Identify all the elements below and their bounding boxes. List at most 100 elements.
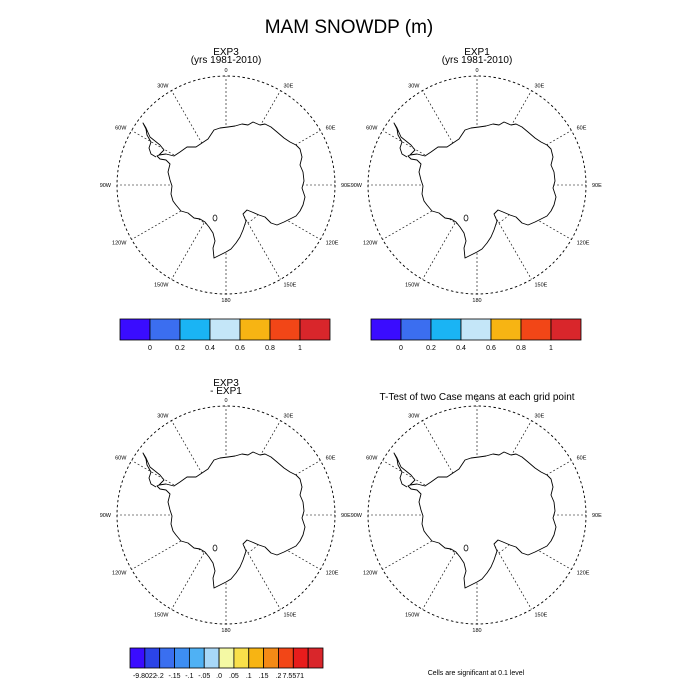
longitude-label: 120W xyxy=(363,241,378,247)
longitude-label: 90W xyxy=(100,513,112,519)
longitude-label: 60W xyxy=(115,126,127,132)
longitude-label: 30E xyxy=(535,83,545,89)
colorbar-label: 0 xyxy=(399,345,403,352)
colorbar-label: 0.4 xyxy=(205,345,215,352)
colorbar-swatch xyxy=(180,319,210,340)
colorbar-swatch xyxy=(308,648,323,668)
longitude-label: 0 xyxy=(224,398,227,404)
map-panels: EXP3(yrs 1981-2010)030E60E90E120E150E180… xyxy=(100,47,602,634)
map-panel-exp3: EXP3(yrs 1981-2010) 0 30E 60E 90E 120E 150E 180… xyxy=(100,47,351,304)
colorbar-label: -.1 xyxy=(185,673,193,680)
longitude-label: 120E xyxy=(326,241,339,247)
longitude-label: 90E xyxy=(592,183,602,189)
colorbar-label: .05 xyxy=(229,673,239,680)
colorbar-swatch xyxy=(371,319,401,340)
panel-subtitle: - EXP1 xyxy=(210,386,242,397)
longitude-label: 60E xyxy=(577,456,587,462)
colorbar-label: -9.8022 xyxy=(133,673,157,680)
colorbar-label: 0.8 xyxy=(516,345,526,352)
colorbar-label: 0.2 xyxy=(175,345,185,352)
longitude-label: 0 xyxy=(475,68,478,74)
colorbar-swatch xyxy=(551,319,581,340)
colorbar-swatch xyxy=(278,648,293,668)
longitude-label: 90E xyxy=(341,183,351,189)
longitude-label: 30E xyxy=(284,413,294,419)
longitude-label: 180 xyxy=(221,298,230,304)
longitude-label: 60W xyxy=(366,126,378,132)
colorbar-label: .0 xyxy=(216,673,222,680)
longitude-label: 150E xyxy=(535,613,548,619)
colorbar-swatch xyxy=(120,319,150,340)
longitude-label: 150W xyxy=(405,283,420,289)
colorbar-swatch xyxy=(401,319,431,340)
longitude-label: 120E xyxy=(326,571,339,577)
longitude-label: 180 xyxy=(472,298,481,304)
panel-subtitle: (yrs 1981-2010) xyxy=(442,55,513,66)
longitude-label: 150E xyxy=(284,613,297,619)
longitude-label: 90E xyxy=(341,513,351,519)
longitude-label: 60E xyxy=(326,456,336,462)
colorbar-swatch xyxy=(521,319,551,340)
longitude-label: 150E xyxy=(284,283,297,289)
colorbar-swatch xyxy=(130,648,145,668)
longitude-label: 30E xyxy=(535,413,545,419)
longitude-label: 0 xyxy=(475,398,478,404)
colorbar-label: 0.6 xyxy=(235,345,245,352)
longitude-label: 60W xyxy=(366,456,378,462)
antarctic-peninsula xyxy=(394,123,415,157)
map-panel-exp1: EXP1(yrs 1981-2010) 0 30E 60E 90E 120E 150E 180… xyxy=(351,47,602,304)
antarctica-coastline xyxy=(157,452,305,588)
longitude-label: 150W xyxy=(154,613,169,619)
colorbar-label: .15 xyxy=(259,673,269,680)
longitude-label: 30W xyxy=(408,83,420,89)
antarctica-coastline xyxy=(408,452,556,588)
longitude-label: 90W xyxy=(351,513,363,519)
longitude-label: 180 xyxy=(221,628,230,634)
colorbar-label: 1 xyxy=(549,345,553,352)
colorbar-label: 0.2 xyxy=(426,345,436,352)
colorbar-swatch xyxy=(175,648,190,668)
antarctic-peninsula xyxy=(394,453,415,487)
colorbar-label: 0.4 xyxy=(456,345,466,352)
longitude-label: 30W xyxy=(157,83,169,89)
significance-note: Cells are significant at 0.1 level xyxy=(428,670,525,677)
colorbar-swatch xyxy=(293,648,308,668)
longitude-label: 120E xyxy=(577,241,590,247)
colorbar-swatch xyxy=(249,648,264,668)
antarctica-coastline xyxy=(157,122,305,258)
colorbar-label: 0 xyxy=(148,345,152,352)
longitude-label: 120W xyxy=(363,571,378,577)
longitude-label: 60E xyxy=(577,126,587,132)
longitude-label: 150W xyxy=(154,283,169,289)
panel-subtitle: (yrs 1981-2010) xyxy=(191,55,262,66)
colorbar-swatch xyxy=(461,319,491,340)
colorbar-swatch xyxy=(264,648,279,668)
longitude-label: 120W xyxy=(112,571,127,577)
map-panel-ttest: T-Test of two Case means at each grid po… xyxy=(351,392,602,634)
colorbar-swatch xyxy=(204,648,219,668)
colorbar-swatch xyxy=(431,319,461,340)
longitude-label: 90E xyxy=(592,513,602,519)
colorbar-label: .1 xyxy=(246,673,252,680)
longitude-label: 30W xyxy=(408,413,420,419)
colorbar-label: 0.6 xyxy=(486,345,496,352)
colorbar-swatch xyxy=(219,648,234,668)
longitude-label: 60W xyxy=(115,456,127,462)
antarctic-peninsula xyxy=(143,123,164,157)
colorbar-label: -.2 xyxy=(156,673,164,680)
longitude-label: 150E xyxy=(535,283,548,289)
longitude-label: 30W xyxy=(157,413,169,419)
longitude-label: 30E xyxy=(284,83,294,89)
colorbar-swatch xyxy=(210,319,240,340)
longitude-label: 60E xyxy=(326,126,336,132)
antarctic-peninsula xyxy=(143,453,164,487)
colorbar-swatch xyxy=(150,319,180,340)
colorbar-swatch xyxy=(240,319,270,340)
longitude-label: 0 xyxy=(224,68,227,74)
longitude-label: 150W xyxy=(405,613,420,619)
colorbar-label: -.05 xyxy=(198,673,210,680)
colorbar-label: 0.8 xyxy=(265,345,275,352)
colorbar-label: -.15 xyxy=(169,673,181,680)
antarctica-coastline xyxy=(408,122,556,258)
colorbar-cb-exp3: 0 0.2 0.4 0.6 0.8 1 xyxy=(120,319,330,352)
